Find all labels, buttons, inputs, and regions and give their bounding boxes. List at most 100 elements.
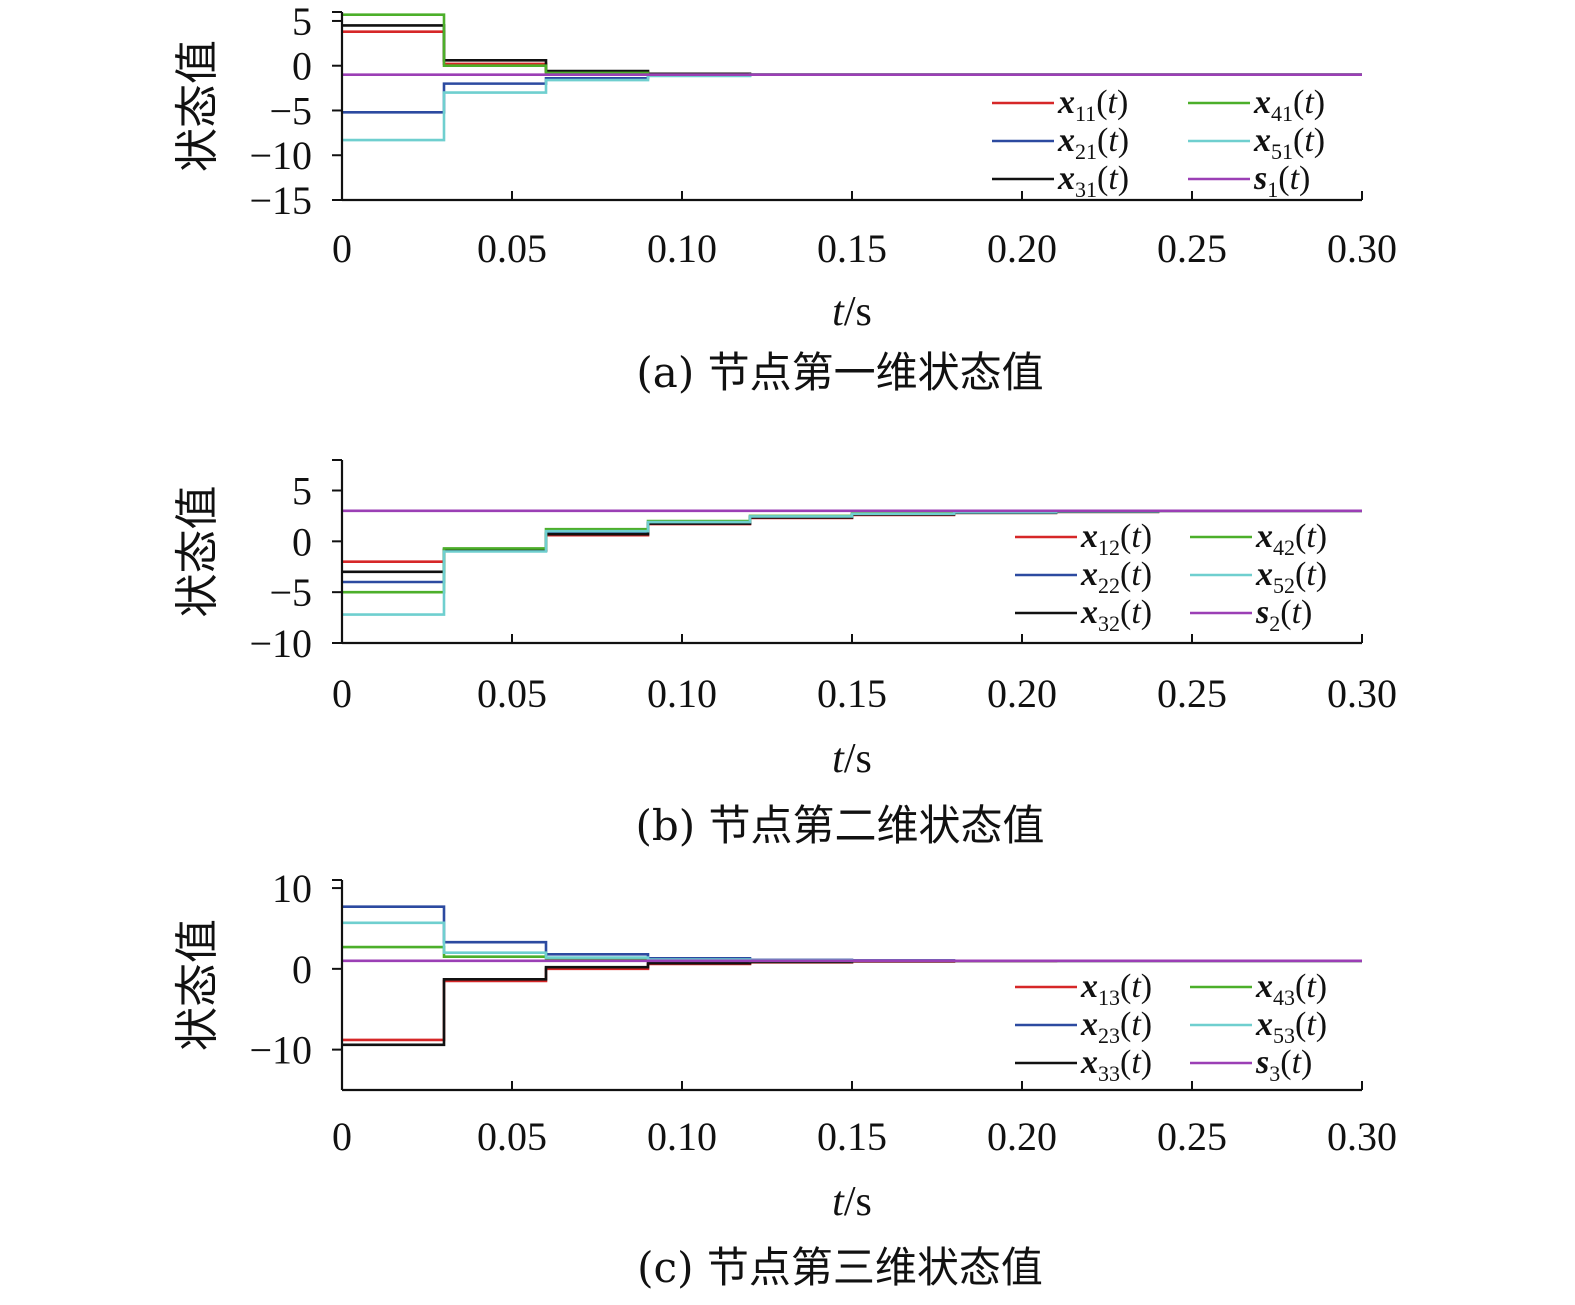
legend-label-close: ) [1141, 594, 1152, 631]
legend-label-sub: 22 [1098, 573, 1120, 598]
legend-label-base: x [1080, 594, 1098, 631]
legend-label-base: x [1080, 556, 1098, 593]
legend-label-x51(t): x51(t) [1253, 122, 1325, 164]
legend-label-sub: 53 [1273, 1023, 1295, 1048]
legend-label-base: x [1057, 160, 1075, 197]
legend-label-base: x [1080, 1044, 1098, 1081]
y-tick-label: −5 [269, 88, 312, 133]
legend-label-sub: 43 [1273, 985, 1295, 1010]
legend-label-x32(t): x32(t) [1080, 594, 1152, 636]
legend-label-sub: 51 [1271, 139, 1293, 164]
legend-label-close: ) [1316, 518, 1327, 555]
legend-label-var: t [1306, 518, 1317, 555]
series-line-x13(t) [342, 959, 1362, 1042]
x-tick-label: 0.25 [1157, 226, 1227, 271]
x-tick-label: 0.15 [817, 671, 887, 716]
series-group [342, 905, 1362, 1047]
y-axis-label: 状态值 [172, 486, 223, 618]
x-tick-label: 0 [332, 1114, 352, 1159]
legend-label-var: t [1304, 84, 1315, 121]
legend-label-base: x [1255, 556, 1273, 593]
panel-a: 50−5−10−150 0.05 0.10 0.15 0.20 0.25 0.30状态值t/… [172, 0, 1397, 397]
legend-label-var: t [1131, 556, 1142, 593]
x-tick-label: 0 [332, 671, 352, 716]
legend-label-var: t [1131, 1044, 1142, 1081]
legend-label-s3(t): s3(t) [1255, 1044, 1312, 1086]
y-tick-label: −5 [269, 570, 312, 615]
panel-caption: (c) 节点第三维状态值 [637, 1243, 1043, 1292]
legend-label-base: s [1255, 594, 1269, 631]
x-axis-label: t/s [832, 1179, 872, 1225]
legend-label-x13(t): x13(t) [1080, 968, 1152, 1010]
legend: x13(t)x23(t)x33(t)x43(t)x53(t)s3(t) [1015, 968, 1327, 1086]
legend-label-x23(t): x23(t) [1080, 1006, 1152, 1048]
x-tick-label: 0.30 [1327, 226, 1397, 271]
x-axis-label-var: t [832, 736, 845, 782]
legend-label-base: x [1057, 84, 1075, 121]
legend: x11(t)x21(t)x31(t)x41(t)x51(t)s1(t) [992, 84, 1325, 202]
legend-label-open: ( [1120, 1006, 1131, 1043]
legend-label-close: ) [1316, 556, 1327, 593]
legend-label-var: t [1131, 594, 1142, 631]
panel-b: 5 0 −5 −10 0 0.05 0.10 0.15 0.20 0.25 0.30 状态值 t/s (b… [172, 459, 1397, 850]
legend-label-close: ) [1316, 1006, 1327, 1043]
legend-label-close: ) [1117, 84, 1128, 121]
legend-label-sub: 2 [1269, 611, 1280, 636]
legend-label-x41(t): x41(t) [1253, 84, 1325, 126]
legend-label-open: ( [1295, 556, 1306, 593]
panel-caption: (b) 节点第二维状态值 [635, 801, 1044, 850]
legend-label-sub: 1 [1267, 177, 1278, 202]
legend-label-close: ) [1118, 160, 1129, 197]
legend-label-sub: 33 [1098, 1061, 1120, 1086]
legend-label-close: ) [1314, 84, 1325, 121]
x-axis-label-var: t [832, 289, 845, 335]
legend-label-close: ) [1299, 160, 1310, 197]
series-line-x52(t) [342, 509, 1362, 616]
x-tick-label: 0.15 [817, 226, 887, 271]
x-tick-label: 0.05 [477, 671, 547, 716]
legend-label-open: ( [1120, 1044, 1131, 1081]
x-tick-label: 0.10 [647, 1114, 717, 1159]
legend-label-x53(t): x53(t) [1255, 1006, 1327, 1048]
x-tick-label: 0.15 [817, 1114, 887, 1159]
legend-label-var: t [1290, 160, 1301, 197]
legend-label-x12(t): x12(t) [1080, 518, 1152, 560]
y-tick-label: 0 [292, 947, 312, 992]
y-tick-label: −10 [249, 1028, 312, 1073]
legend-label-base: x [1255, 968, 1273, 1005]
legend-label-x52(t): x52(t) [1255, 556, 1327, 598]
legend-label-base: s [1255, 1044, 1269, 1081]
x-axis-label-var: t [832, 1179, 845, 1225]
legend-label-base: x [1080, 1006, 1098, 1043]
y-tick-label: 10 [272, 866, 312, 911]
x-tick-label: 0.10 [647, 671, 717, 716]
legend-label-close: ) [1301, 1044, 1312, 1081]
legend-label-var: t [1306, 968, 1317, 1005]
legend-label-open: ( [1295, 1006, 1306, 1043]
x-tick-label: 0.25 [1157, 1114, 1227, 1159]
legend-label-sub: 32 [1098, 611, 1120, 636]
legend-label-open: ( [1280, 594, 1291, 631]
legend-label-base: x [1255, 518, 1273, 555]
x-axis-label: t/s [832, 736, 872, 782]
x-tick-label: 0.05 [477, 1114, 547, 1159]
legend-label-close: ) [1141, 518, 1152, 555]
x-tick-label: 0.25 [1157, 671, 1227, 716]
y-tick-label: −10 [249, 621, 312, 666]
series-group [342, 13, 1362, 142]
series-line-x22(t) [342, 509, 1362, 584]
legend-label-x31(t): x31(t) [1057, 160, 1129, 202]
x-tick-label: 0.30 [1327, 671, 1397, 716]
legend-label-s1(t): s1(t) [1253, 160, 1310, 202]
legend-label-open: ( [1278, 160, 1289, 197]
legend-label-open: ( [1097, 160, 1108, 197]
legend-label-sub: 41 [1271, 101, 1293, 126]
legend-label-x33(t): x33(t) [1080, 1044, 1152, 1086]
y-tick-label: 0 [292, 519, 312, 564]
series-line-x33(t) [342, 959, 1362, 1047]
x-axis-label-unit: /s [844, 736, 872, 782]
legend-label-base: x [1255, 1006, 1273, 1043]
legend-label-var: t [1292, 1044, 1303, 1081]
y-tick-label: −10 [249, 133, 312, 178]
